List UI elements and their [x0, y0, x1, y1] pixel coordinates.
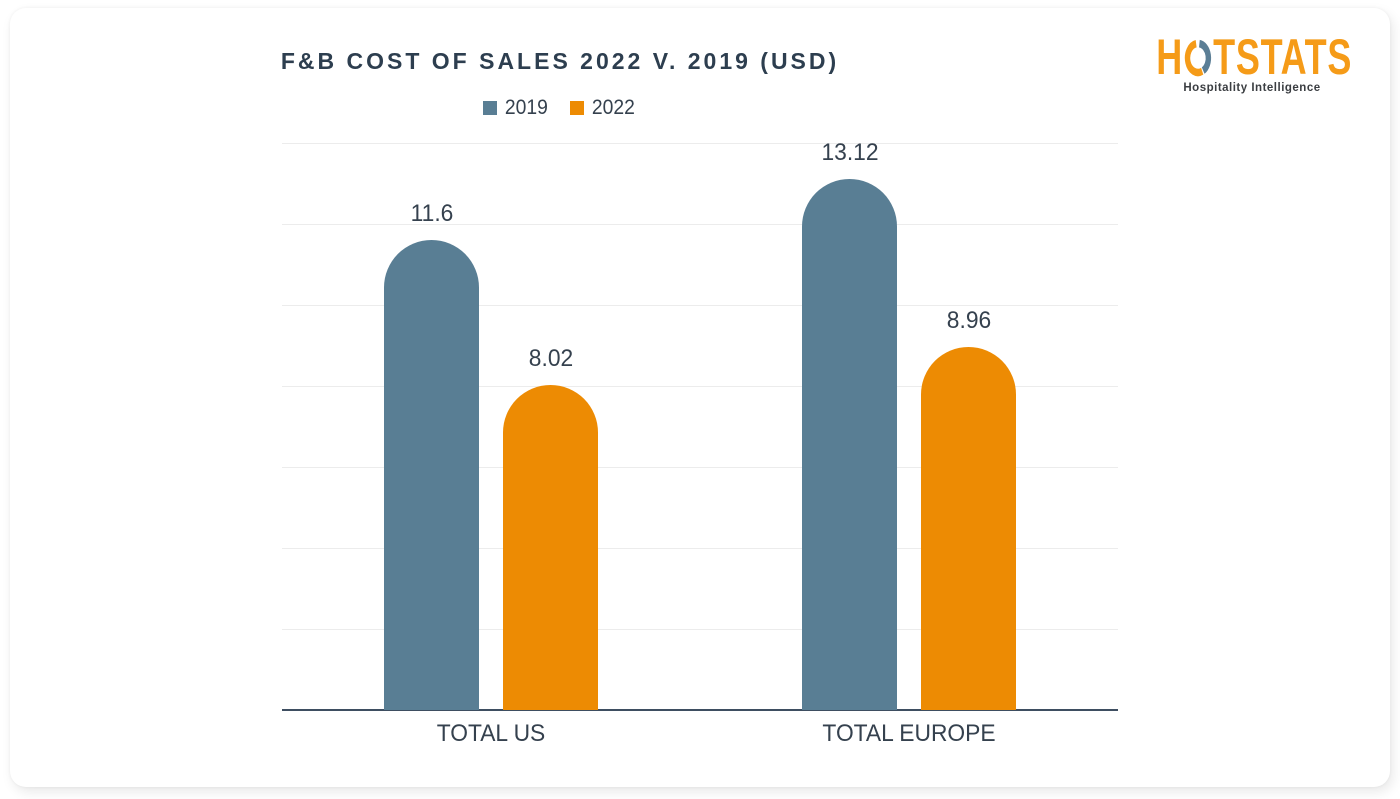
chart-card: F&B COST OF SALES 2022 V. 2019 (USD) 201…	[10, 8, 1390, 787]
gridline-y-12	[282, 223, 1118, 225]
legend-swatch-2019	[483, 101, 498, 115]
bar-2019-total-europe	[802, 178, 897, 710]
x-axis-line	[282, 708, 1118, 711]
bar-2019-total-us	[384, 240, 479, 710]
value-label-2019-total-us: 11.6	[410, 200, 453, 228]
value-label-2022-total-us: 8.02	[528, 345, 573, 373]
plot-area: 11.6 8.02 13.12 8.96	[282, 139, 1118, 711]
gridline-y-14	[282, 142, 1118, 144]
category-label-total-us: TOTAL US	[436, 720, 546, 747]
gridline-y-8	[282, 385, 1118, 387]
gridline-y-10	[282, 304, 1118, 306]
chart-legend: 2019 2022	[10, 96, 1110, 120]
bar-2022-total-us	[503, 385, 598, 710]
logo-o-ring-icon	[1184, 39, 1212, 77]
legend-label-2019: 2019	[505, 96, 549, 119]
logo-tagline: Hospitality Intelligence	[1183, 82, 1321, 94]
bar-2022-total-europe	[921, 347, 1016, 710]
logo-text-h: H	[1156, 29, 1183, 85]
value-label-2019-total-europe: 13.12	[820, 138, 879, 166]
legend-swatch-2022	[570, 101, 584, 115]
x-axis-category-labels: TOTAL US TOTAL EUROPE	[282, 714, 1118, 754]
gridline-y-2	[282, 628, 1118, 630]
legend-label-2022: 2022	[591, 96, 635, 119]
legend-item-2019: 2019	[483, 96, 550, 120]
hotstats-logo-wordmark: H TSTATS	[1156, 29, 1352, 85]
logo-text-tstats: TSTATS	[1213, 29, 1352, 85]
category-label-total-europe: TOTAL EUROPE	[822, 720, 996, 747]
value-label-2022-total-europe: 8.96	[946, 307, 991, 335]
chart-title: F&B COST OF SALES 2022 V. 2019 (USD)	[280, 48, 840, 74]
legend-item-2022: 2022	[570, 96, 637, 120]
gridline-y-6	[282, 466, 1118, 468]
hotstats-logo: H TSTATS Hospitality Intelligence	[1152, 29, 1352, 104]
gridline-y-4	[282, 547, 1118, 549]
